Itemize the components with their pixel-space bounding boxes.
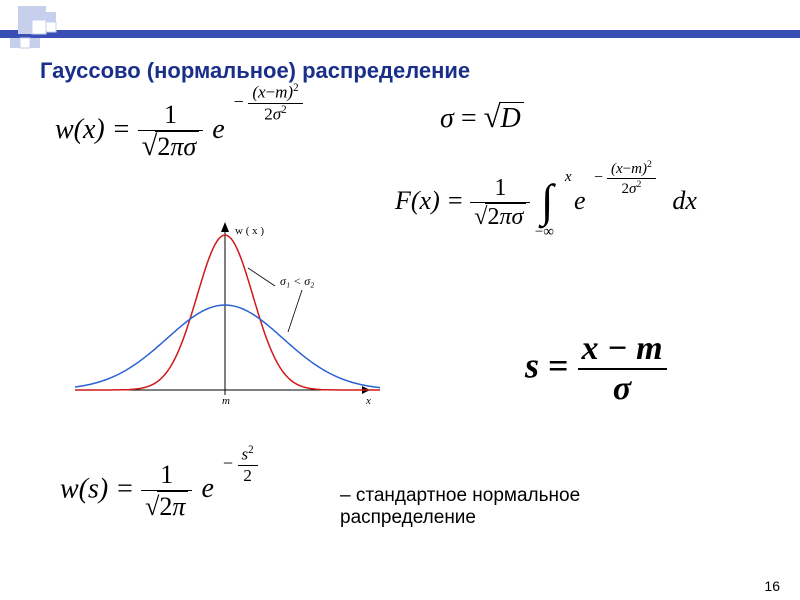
wx-lhs: w(x) = — [55, 114, 131, 145]
page-number: 16 — [764, 578, 780, 594]
slide-header-decor — [0, 0, 800, 52]
formula-s: s = x − m σ — [525, 330, 667, 408]
formula-ws: w(s) = 1 √2π e − s2 2 — [60, 460, 258, 522]
svg-text:x: x — [365, 395, 371, 407]
formula-wx: w(x) = 1 √2πσ e − (x−m)2 2σ2 — [55, 100, 303, 163]
standard-normal-caption: – стандартное нормальное распределение — [340, 485, 640, 529]
svg-text:w ( x ): w ( x ) — [235, 225, 264, 237]
svg-text:σ₁ < σ₂: σ₁ < σ₂ — [280, 274, 314, 288]
page-title: Гауссово (нормальное) распределение — [40, 58, 470, 84]
svg-text:m: m — [222, 395, 230, 407]
gaussian-chart: σ₁ < σ₂ w ( x ) x m — [70, 220, 380, 410]
formula-Fx: F(x) = 1 √2πσ ∫ x −∞ e − (x−m)2 2σ2 dx — [395, 175, 697, 231]
formula-sigma-d: σ = √D — [440, 100, 524, 135]
